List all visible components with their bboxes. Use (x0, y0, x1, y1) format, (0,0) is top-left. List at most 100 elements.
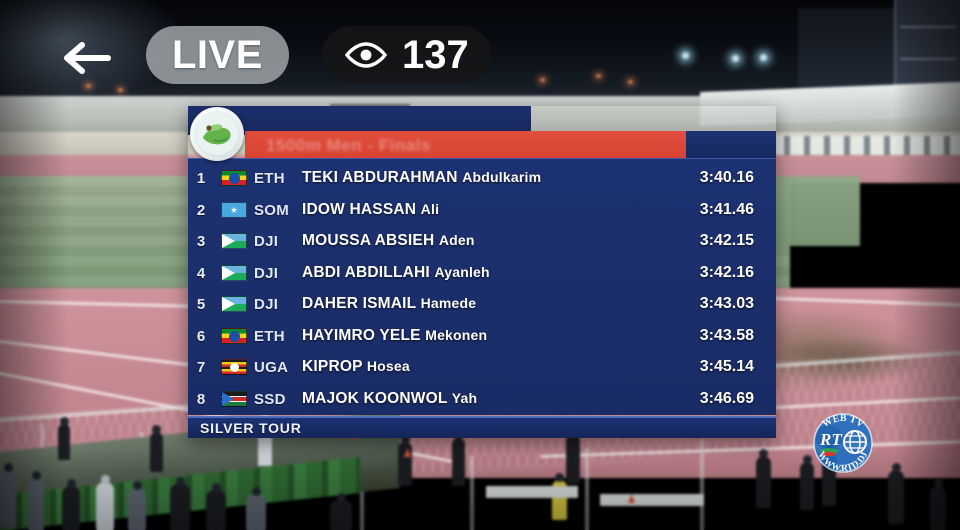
athlete-name: IDOW HASSAN Ali (302, 201, 656, 219)
result-row: 3 DJI MOUSSA ABSIEH Aden 3:42.15 (188, 225, 776, 257)
rtd-watermark: RT WEB TV WWW.RTD.DJ (805, 405, 881, 481)
viewer-count-label: 137 (402, 32, 469, 77)
finish-time: 3:42.15 (699, 232, 754, 249)
spectator (398, 435, 412, 486)
scoreboard-body (188, 158, 776, 415)
spectator (206, 483, 226, 530)
flag-ssd-icon (221, 391, 247, 407)
rank-value: 3 (196, 232, 206, 250)
scoreboard-footer-bar: SILVER TOUR (188, 416, 776, 438)
finish-time: 3:46.69 (699, 390, 754, 407)
result-row: 4 DJI ABDI ABDILLAHI Ayanleh 3:42.16 (188, 257, 776, 289)
athlete-surname: ABDI ABDILLAHI (302, 264, 430, 281)
athlete-given-name: Abdulkarim (462, 169, 542, 185)
athlete-name: TEKI ABDURAHMAN Abdulkarim (302, 169, 656, 187)
viewer-count-badge[interactable]: 137 (322, 26, 491, 84)
back-button[interactable] (60, 38, 112, 78)
flag-som-icon (221, 202, 247, 218)
rank-value: 7 (196, 358, 206, 376)
rank-value: 4 (196, 264, 206, 282)
country-flag (214, 328, 254, 344)
athlete-name: HAYIMRO YELE Mekonen (302, 327, 656, 345)
distant-light (118, 88, 123, 92)
flag-dji-icon (221, 296, 247, 312)
spectator (246, 487, 266, 530)
country-code: SOM (254, 201, 290, 219)
scoreboard-header-right-block (686, 131, 776, 161)
athlete-surname: TEKI ABDURAHMAN (302, 169, 458, 186)
athlete-name: ABDI ABDILLAHI Ayanleh (302, 264, 656, 282)
track-barrier (486, 486, 578, 498)
athlete-name: KIPROP Hosea (302, 358, 656, 376)
athlete-surname: DAHER ISMAIL (302, 295, 417, 312)
eye-icon (344, 42, 388, 68)
rank-value: 2 (196, 201, 206, 219)
result-row: 6 ETH HAYIMRO YELE Mekonen 3:43.58 (188, 320, 776, 352)
finish-time: 3:43.03 (699, 295, 754, 312)
spectator (28, 471, 44, 530)
flag-dji-icon (221, 233, 247, 249)
grandstand-windows (770, 136, 960, 156)
event-title: 1500m Men - Finals (266, 136, 431, 155)
country-code: DJI (254, 295, 279, 313)
result-row: 2 SOM IDOW HASSAN Ali 3:41.46 (188, 194, 776, 226)
athlete-given-name: Mekonen (425, 327, 488, 343)
fence-post (585, 448, 589, 530)
finish-time: 3:41.46 (699, 201, 754, 218)
live-badge[interactable]: LIVE (146, 26, 289, 84)
athlete-given-name: Hosea (366, 358, 410, 374)
athlete-given-name: Ayanleh (434, 264, 490, 280)
finish-time: 3:43.58 (699, 327, 754, 344)
country-flag (214, 359, 254, 375)
athlete-surname: IDOW HASSAN (302, 201, 417, 218)
athlete-surname: KIPROP (302, 358, 363, 375)
fence-post (700, 440, 704, 530)
floodlight (760, 54, 767, 61)
country-code: DJI (254, 232, 279, 250)
federation-emblem-icon (190, 107, 244, 161)
back-arrow-icon (64, 42, 111, 74)
spectator (930, 479, 946, 530)
athlete-name: DAHER ISMAIL Hamede (302, 295, 656, 313)
result-row: 1 ETH TEKI ABDURAHMAN Abdulkarim 3:40.16 (188, 162, 776, 194)
flag-dji-icon (221, 265, 247, 281)
rtd-logo-icon: RT WEB TV WWW.RTD.DJ (813, 413, 873, 474)
finish-time: 3:45.14 (699, 358, 754, 375)
athlete-surname: HAYIMRO YELE (302, 327, 421, 344)
country-flag (214, 265, 254, 281)
country-code: SSD (254, 390, 286, 408)
distant-light (540, 78, 545, 82)
country-flag (214, 391, 254, 407)
athlete-given-name: Yah (451, 390, 478, 406)
country-flag (214, 296, 254, 312)
athlete-name: MOUSSA ABSIEH Aden (302, 232, 656, 250)
results-scoreboard: 1500m Men - Finals 1 ETH TEKI ABDURAHMAN A… (188, 106, 776, 438)
scoreboard-top-strip (188, 106, 531, 135)
flag-eth-icon (221, 328, 247, 344)
result-row: 8 SSD MAJOK KOONWOL Yah 3:46.69 (188, 383, 776, 415)
tour-label: SILVER TOUR (200, 420, 302, 436)
spectator (0, 463, 16, 528)
live-badge-label: LIVE (172, 32, 263, 77)
spectator (566, 427, 580, 484)
distant-light (628, 80, 633, 84)
spectator (58, 417, 70, 460)
rank-value: 1 (196, 169, 206, 187)
distant-light (86, 84, 91, 88)
rank-value: 6 (196, 327, 206, 345)
spectator (170, 477, 190, 530)
track-barrier (600, 494, 704, 506)
flag-uga-icon (221, 359, 247, 375)
fence-post (470, 456, 474, 530)
country-code: ETH (254, 169, 285, 187)
athlete-surname: MAJOK KOONWOL (302, 390, 448, 407)
federation-emblem-inner (194, 111, 240, 157)
floodlight (682, 52, 689, 59)
result-row: 7 UGA KIPROP Hosea 3:45.14 (188, 351, 776, 383)
rank-value: 8 (196, 390, 206, 408)
athlete-given-name: Hamede (420, 295, 477, 311)
athlete-given-name: Ali (420, 201, 440, 217)
athlete-given-name: Aden (438, 232, 475, 248)
flag-eth-icon (221, 170, 247, 186)
spectator (128, 481, 146, 530)
